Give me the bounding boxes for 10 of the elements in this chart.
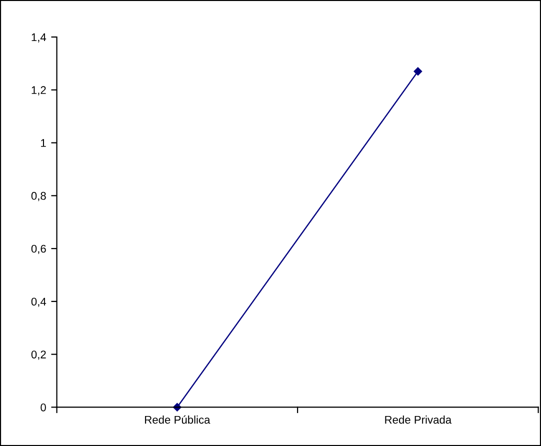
- y-tick-label: 1: [41, 139, 46, 147]
- y-tick-label: 0,6: [31, 244, 46, 254]
- y-tick-label: 1,4: [32, 33, 46, 42]
- y-tick-label: 0: [40, 403, 46, 412]
- y-tick-label: 0,4: [31, 298, 46, 307]
- y-tick-label: 0,8: [31, 192, 46, 202]
- x-tick-label: Rede Pública: [145, 415, 210, 424]
- y-tick-label: 0,2: [31, 350, 46, 360]
- y-tick-label: 1,2: [32, 86, 46, 96]
- x-tick-label: Rede Privada: [385, 416, 452, 424]
